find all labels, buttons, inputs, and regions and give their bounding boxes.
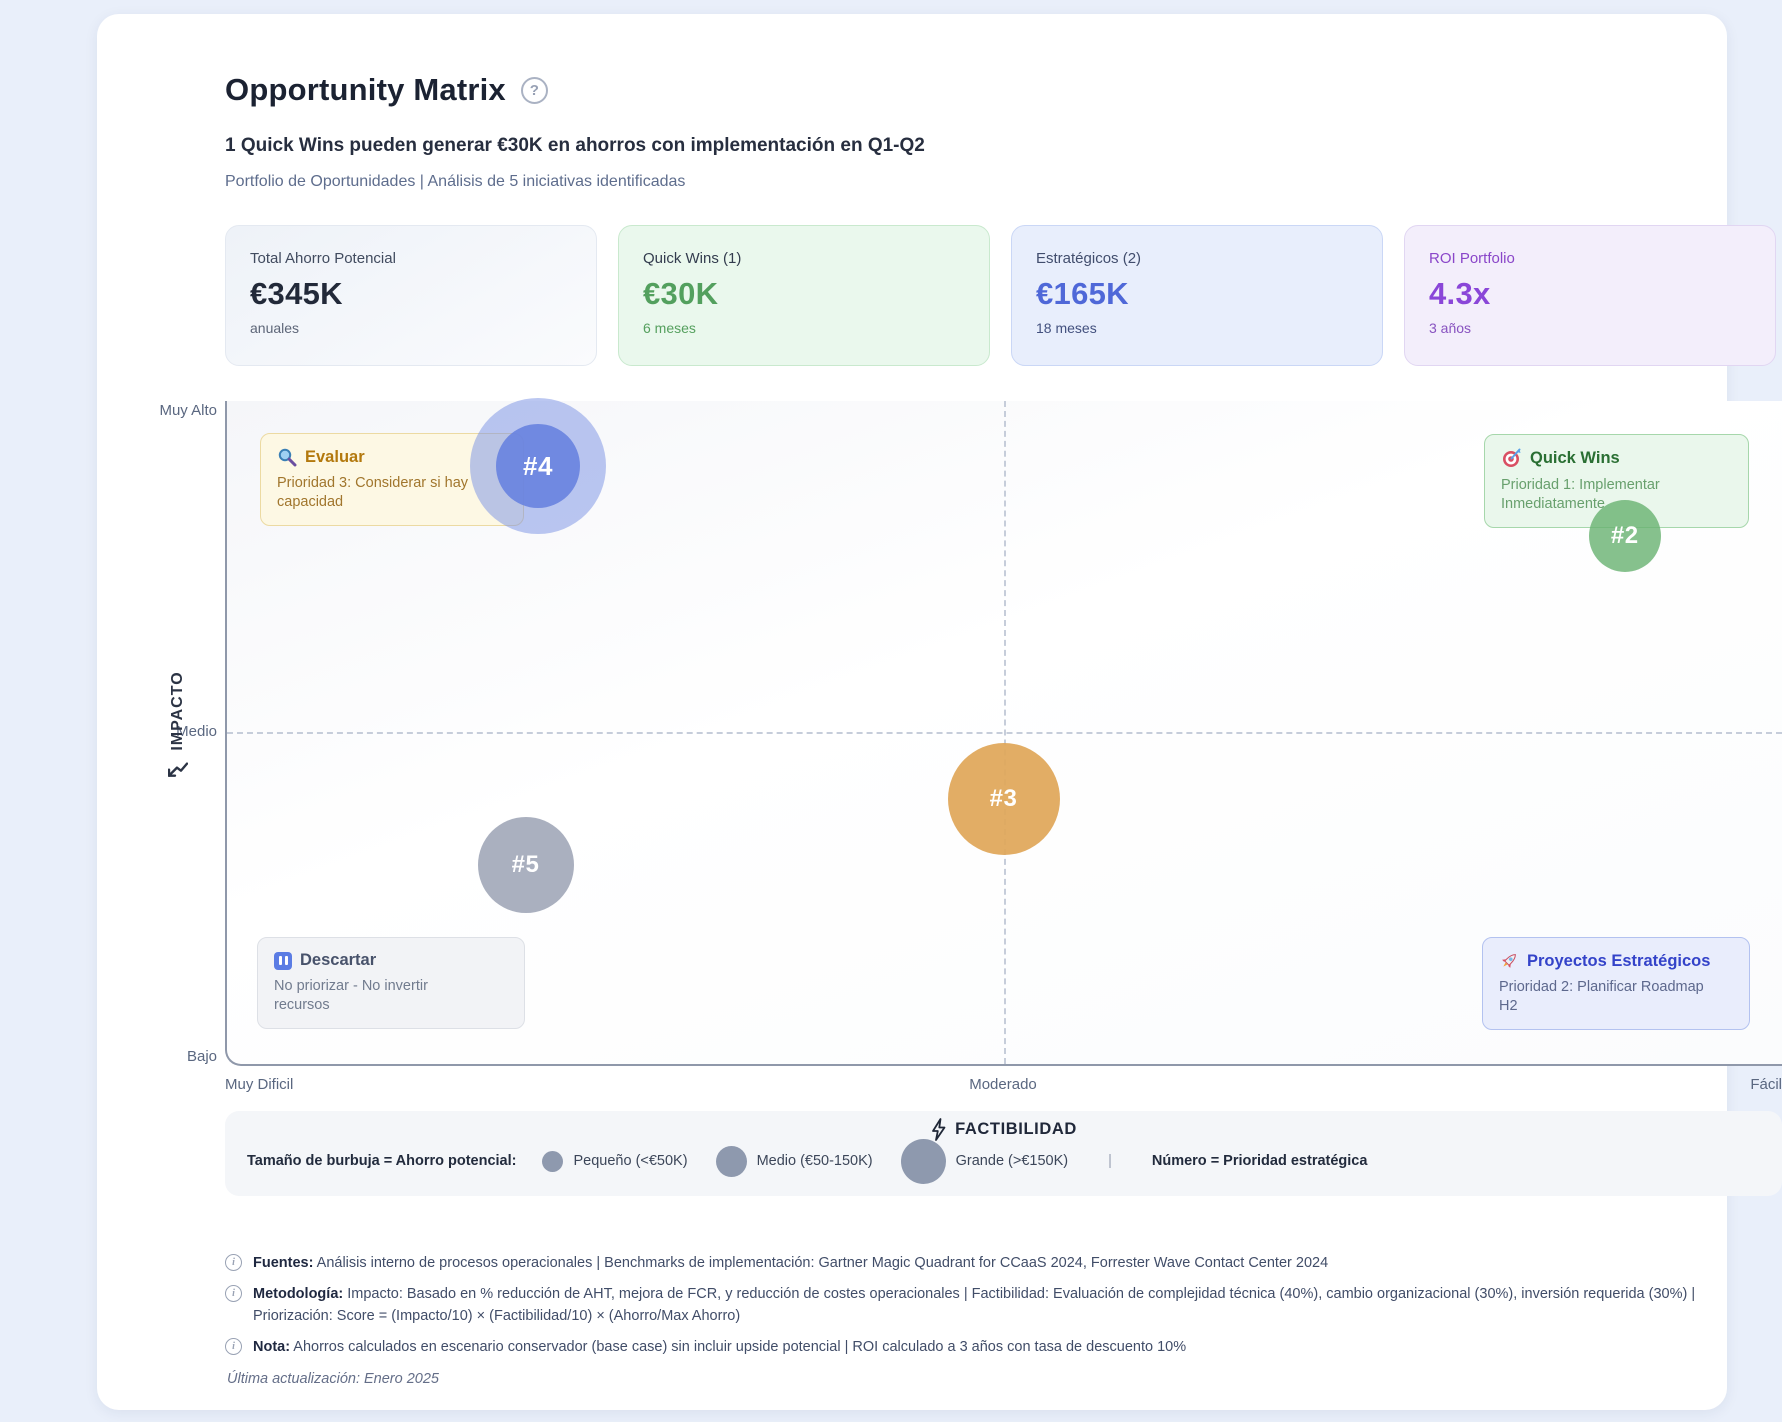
- kpi-estrategicos: Estratégicos (2) €165K 18 meses: [1011, 225, 1383, 366]
- quadrant-box-descartar: Descartar No priorizar - No invertir rec…: [257, 937, 525, 1029]
- bubble-4[interactable]: #4: [469, 398, 606, 535]
- kpi-value: €30K: [643, 276, 719, 311]
- target-icon: [1503, 448, 1521, 467]
- magnifier-icon: [278, 448, 297, 467]
- quadrant-desc: No priorizar - No invertir recursos: [274, 978, 428, 1013]
- bubble-3[interactable]: #3: [947, 742, 1060, 855]
- y-axis-title-text: IMPACTO: [169, 671, 186, 751]
- footnote-text: Análisis interno de procesos operacional…: [316, 1255, 1329, 1271]
- rocket-icon: [1502, 954, 1516, 968]
- footnote-label: Fuentes:: [253, 1255, 314, 1271]
- kpi-label: Total Ahorro Potencial: [250, 250, 396, 267]
- legend-row: Tamaño de burbuja = Ahorro potencial: Pe…: [247, 1137, 1760, 1185]
- legend-size-label: Tamaño de burbuja = Ahorro potencial:: [247, 1153, 517, 1169]
- kpi-value: €345K: [250, 276, 343, 311]
- kpi-subtext: anuales: [250, 320, 300, 336]
- bubble-label: #4: [522, 450, 553, 481]
- info-icon: i: [225, 1338, 242, 1355]
- kpi-subtext: 6 meses: [643, 320, 696, 336]
- bubble-5[interactable]: #5: [477, 817, 574, 914]
- last-updated: Última actualización: Enero 2025: [227, 1371, 439, 1387]
- kpi-cards: Total Ahorro Potencial €345K anuales Qui…: [225, 225, 1776, 366]
- x-tick-muy-dificil: Muy Dificil: [225, 1076, 294, 1093]
- kpi-subtext: 3 años: [1429, 320, 1472, 336]
- help-icon[interactable]: ?: [520, 76, 548, 104]
- center-horizontal-dashed-line: [227, 732, 1782, 734]
- bubble-size-large-icon: [900, 1138, 946, 1184]
- footnote-fuentes: i Fuentes: Análisis interno de procesos …: [225, 1252, 1773, 1274]
- footnote-metodologia: i Metodología: Impacto: Basado en % redu…: [225, 1283, 1773, 1327]
- quadrant-desc: Prioridad 1: Implementar Inmediatamente: [1501, 477, 1660, 512]
- legend-size-small: Pequeño (<€50K): [573, 1153, 688, 1169]
- kpi-total-ahorro: Total Ahorro Potencial €345K anuales: [225, 225, 597, 366]
- legend-size-large: Grande (>€150K): [955, 1153, 1069, 1169]
- quadrant-desc: Prioridad 2: Planificar Roadmap H2: [1499, 979, 1704, 1014]
- y-tick-bajo: Bajo: [186, 1048, 217, 1065]
- legend-separator: |: [1108, 1153, 1112, 1169]
- lightning-icon: [932, 1118, 946, 1141]
- x-axis-title: FACTIBILIDAD: [225, 1118, 1782, 1141]
- info-icon: i: [225, 1285, 242, 1302]
- x-axis-title-text: FACTIBILIDAD: [955, 1120, 1077, 1138]
- kpi-value: €165K: [1036, 276, 1129, 311]
- x-tick-facil: Fácil: [1750, 1076, 1782, 1093]
- bubble-label: #3: [989, 784, 1018, 812]
- page-title: Opportunity Matrix: [225, 72, 506, 107]
- kpi-subtext: 18 meses: [1036, 320, 1097, 336]
- legend-number-label: Número = Prioridad estratégica: [1151, 1153, 1368, 1169]
- quadrant-desc: Prioridad 3: Considerar si hay capacidad: [277, 475, 469, 510]
- opportunity-matrix-card: Opportunity Matrix ? 1 Quick Wins pueden…: [97, 14, 1782, 1410]
- legend-size-medium: Medio (€50-150K): [756, 1153, 873, 1169]
- y-tick-medio: Medio: [176, 723, 217, 740]
- pause-icon: [274, 951, 292, 970]
- footnote-label: Nota:: [253, 1339, 291, 1355]
- kpi-label: Estratégicos (2): [1036, 250, 1142, 267]
- quadrant-box-proyectos-estrategicos: Proyectos Estratégicos Prioridad 2: Plan…: [1482, 937, 1750, 1030]
- quadrant-title: Proyectos Estratégicos: [1527, 951, 1711, 970]
- footnote-nota: i Nota: Ahorros calculados en escenario …: [225, 1336, 1773, 1358]
- x-tick-moderado: Moderado: [969, 1076, 1037, 1093]
- kpi-roi-portfolio: ROI Portfolio 4.3x 3 años: [1404, 225, 1776, 366]
- quadrant-title: Descartar: [300, 951, 377, 969]
- kpi-value: 4.3x: [1429, 276, 1491, 311]
- bubble-halo: [469, 398, 606, 535]
- quadrant-title: Quick Wins: [1530, 449, 1620, 467]
- y-axis-title: IMPACTO: [168, 671, 188, 780]
- kpi-quick-wins: Quick Wins (1) €30K 6 meses: [618, 225, 990, 366]
- footnote-label: Metodología:: [253, 1286, 344, 1302]
- quadrant-title: Evaluar: [305, 447, 365, 466]
- footnotes: i Fuentes: Análisis interno de procesos …: [225, 1252, 1773, 1387]
- legend-bar: FACTIBILIDAD Tamaño de burbuja = Ahorro …: [225, 1111, 1782, 1196]
- header: Opportunity Matrix ?: [225, 72, 548, 108]
- bubble-label: #5: [511, 851, 540, 879]
- trending-up-icon: [168, 762, 188, 777]
- y-tick-muy-alto: Muy Alto: [159, 402, 217, 419]
- headline: 1 Quick Wins pueden generar €30K en ahor…: [225, 135, 925, 156]
- footnote-text: Ahorros calculados en escenario conserva…: [293, 1339, 1187, 1355]
- bubble-size-medium-icon: [715, 1145, 747, 1177]
- bubble-2[interactable]: #2: [1588, 499, 1661, 572]
- kpi-label: ROI Portfolio: [1429, 250, 1515, 267]
- subtitle: Portfolio de Oportunidades | Análisis de…: [225, 173, 686, 190]
- kpi-label: Quick Wins (1): [643, 250, 742, 267]
- bubble-size-small-icon: [542, 1150, 564, 1172]
- footnote-text: Impacto: Basado en % reducción de AHT, m…: [253, 1286, 1696, 1324]
- info-icon: i: [225, 1254, 242, 1271]
- bubble-label: #2: [1610, 521, 1639, 549]
